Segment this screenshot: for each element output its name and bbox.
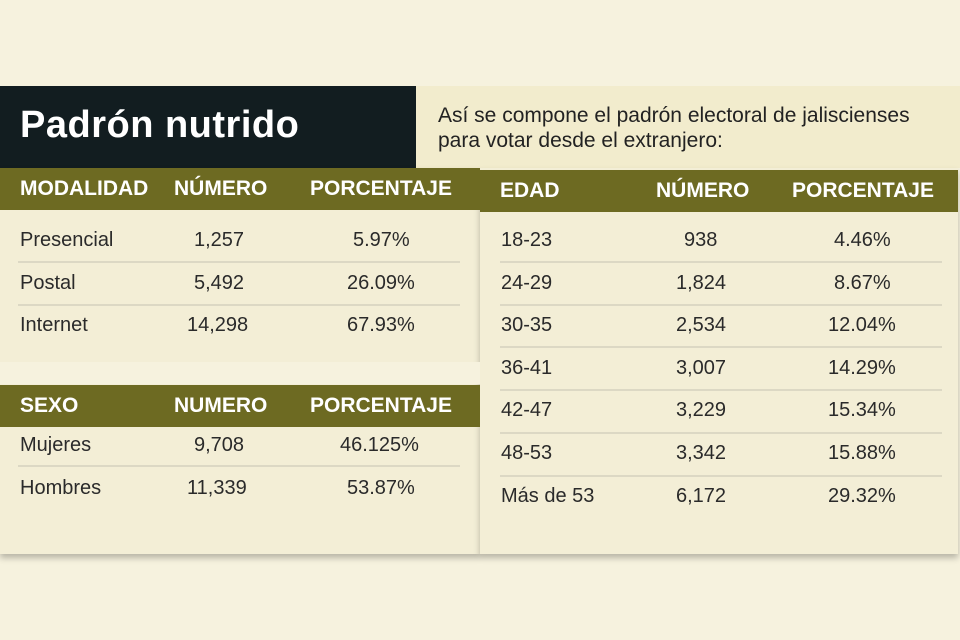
modalidad-r3-c3: 67.93%: [347, 314, 415, 336]
modalidad-col-2: NÚMERO: [174, 177, 268, 200]
right-panel: [480, 168, 958, 554]
sexo-r1-c3: 46.125%: [340, 434, 419, 456]
modalidad-col-1: MODALIDAD: [20, 177, 149, 200]
modalidad-r1-c3: 5.97%: [353, 229, 410, 251]
edad-r7-c3: 29.32%: [828, 485, 896, 507]
row-divider: [500, 389, 942, 391]
row-divider: [500, 261, 942, 263]
edad-r6-c3: 15.88%: [828, 442, 896, 464]
edad-r7-c1: Más de 53: [501, 485, 595, 507]
panel-gap: [0, 362, 480, 384]
edad-col-2: NÚMERO: [656, 179, 750, 202]
edad-r3-c1: 30-35: [501, 314, 553, 336]
modalidad-header: MODALIDAD NÚMERO PORCENTAJE: [0, 168, 480, 210]
edad-r5-c1: 42-47: [501, 399, 553, 421]
sexo-r2-c1: Hombres: [20, 477, 102, 499]
title-box: [0, 86, 416, 168]
page-title: Padrón nutrido: [20, 104, 300, 146]
sexo-r2-c2: 11,339: [187, 477, 247, 499]
edad-r4-c1: 36-41: [501, 357, 553, 379]
subtitle-box: [416, 86, 960, 168]
modalidad-r2-c3: 26.09%: [347, 272, 415, 294]
sexo-col-1: SEXO: [20, 394, 79, 417]
modalidad-r1-c2: 1,257: [194, 229, 245, 251]
sexo-r2-c3: 53.87%: [347, 477, 415, 499]
row-divider: [500, 304, 942, 306]
sexo-col-2: NUMERO: [174, 394, 268, 417]
edad-r3-c2: 2,534: [676, 314, 727, 336]
row-divider: [500, 432, 942, 434]
sexo-col-3: PORCENTAJE: [310, 394, 452, 417]
left-panel: [0, 168, 480, 554]
edad-col-3: PORCENTAJE: [792, 179, 934, 202]
sexo-r1-c2: 9,708: [194, 434, 245, 456]
edad-col-1: EDAD: [500, 179, 560, 202]
edad-r2-c2: 1,824: [676, 272, 727, 294]
modalidad-r3-c1: Internet: [20, 314, 88, 336]
edad-r5-c2: 3,229: [676, 399, 727, 421]
edad-r2-c1: 24-29: [501, 272, 553, 294]
edad-r3-c3: 12.04%: [828, 314, 896, 336]
modalidad-r1-c1: Presencial: [20, 229, 114, 251]
edad-r1-c2: 938: [684, 229, 718, 251]
page-subtitle: Así se compone el padrón electoral de ja…: [438, 104, 910, 152]
row-divider: [18, 261, 460, 263]
row-divider: [18, 465, 460, 467]
modalidad-col-3: PORCENTAJE: [310, 177, 452, 200]
edad-r2-c3: 8.67%: [834, 272, 891, 294]
edad-r1-c3: 4.46%: [834, 229, 891, 251]
edad-r4-c3: 14.29%: [828, 357, 896, 379]
sexo-r1-c1: Mujeres: [20, 434, 92, 456]
sexo-header: SEXO NUMERO PORCENTAJE: [0, 385, 480, 427]
edad-r1-c1: 18-23: [501, 229, 553, 251]
row-divider: [500, 346, 942, 348]
edad-r7-c2: 6,172: [676, 485, 727, 507]
edad-r5-c3: 15.34%: [828, 399, 896, 421]
edad-r6-c2: 3,342: [676, 442, 727, 464]
row-divider: [500, 475, 942, 477]
edad-r6-c1: 48-53: [501, 442, 553, 464]
modalidad-r2-c1: Postal: [20, 272, 76, 294]
row-divider: [18, 304, 460, 306]
edad-header: EDAD NÚMERO PORCENTAJE: [480, 170, 958, 212]
modalidad-r2-c2: 5,492: [194, 272, 245, 294]
edad-r4-c2: 3,007: [676, 357, 727, 379]
modalidad-r3-c2: 14,298: [187, 314, 249, 336]
